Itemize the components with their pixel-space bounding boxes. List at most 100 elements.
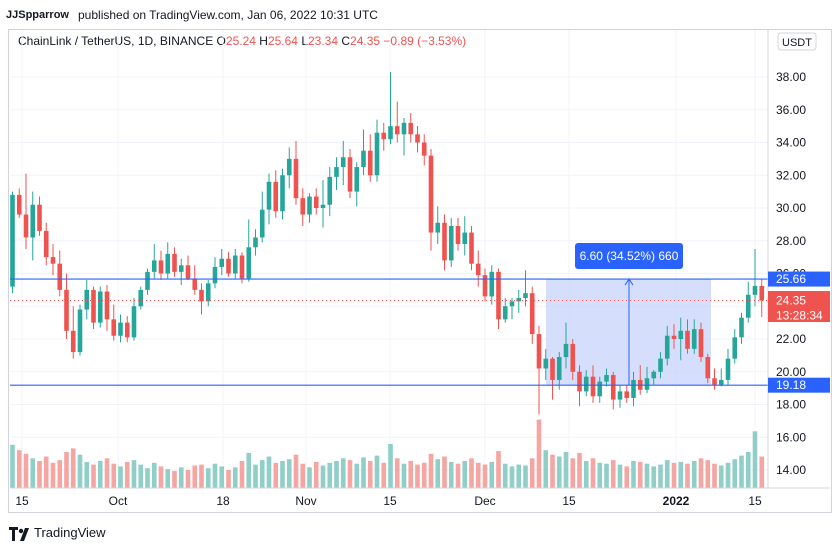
candle-body[interactable]: [124, 322, 130, 338]
candle-body[interactable]: [239, 255, 245, 279]
candle-body[interactable]: [145, 271, 150, 290]
candle-body[interactable]: [394, 126, 400, 135]
candle-body[interactable]: [691, 329, 697, 349]
candle-body[interactable]: [536, 334, 542, 369]
candle-body[interactable]: [327, 176, 333, 205]
candle-body[interactable]: [475, 263, 481, 276]
candle-body[interactable]: [70, 330, 76, 353]
candle-body[interactable]: [408, 122, 414, 135]
candle-body[interactable]: [745, 294, 751, 318]
candle-body[interactable]: [23, 214, 29, 238]
candle-body[interactable]: [698, 329, 704, 358]
candle-body[interactable]: [266, 181, 272, 210]
candle-body[interactable]: [435, 222, 441, 233]
candle-body[interactable]: [523, 293, 528, 299]
candle-body[interactable]: [158, 260, 164, 274]
candle-body[interactable]: [631, 379, 636, 398]
candle-body[interactable]: [340, 157, 346, 168]
candle-body[interactable]: [30, 204, 36, 238]
candle-body[interactable]: [172, 253, 177, 272]
candle-body[interactable]: [529, 293, 535, 335]
candle-body[interactable]: [104, 291, 110, 320]
candle-body[interactable]: [502, 306, 508, 320]
candle-body[interactable]: [718, 379, 724, 385]
candle-body[interactable]: [178, 265, 184, 272]
candle-body[interactable]: [496, 271, 501, 320]
candle-body[interactable]: [739, 317, 744, 338]
candle-body[interactable]: [658, 358, 663, 372]
candle-body[interactable]: [482, 275, 488, 297]
candle-body[interactable]: [563, 343, 569, 358]
candle-body[interactable]: [57, 263, 63, 290]
candle-body[interactable]: [347, 157, 353, 192]
candle-body[interactable]: [516, 298, 522, 302]
brand-name[interactable]: TradingView: [34, 525, 106, 540]
chart-frame[interactable]: [8, 29, 832, 513]
candle-body[interactable]: [550, 358, 555, 380]
candle-body[interactable]: [151, 260, 157, 272]
candle-body[interactable]: [725, 358, 731, 380]
candle-body[interactable]: [280, 175, 285, 212]
candle-body[interactable]: [138, 289, 144, 307]
candle-body[interactable]: [307, 196, 312, 215]
candle-body[interactable]: [300, 198, 306, 215]
candle-body[interactable]: [678, 330, 684, 339]
candle-body[interactable]: [455, 226, 461, 245]
candle-body[interactable]: [246, 247, 252, 279]
candle-body[interactable]: [253, 237, 258, 248]
candle-body[interactable]: [232, 255, 238, 274]
candle-body[interactable]: [712, 378, 717, 385]
candle-body[interactable]: [10, 194, 15, 287]
candle-body[interactable]: [624, 391, 630, 398]
candle-body[interactable]: [617, 391, 623, 400]
candle-body[interactable]: [752, 285, 758, 295]
candle-body[interactable]: [489, 271, 495, 297]
candle-body[interactable]: [509, 301, 515, 307]
candle-body[interactable]: [448, 226, 454, 261]
last-price-tag[interactable]: 24.35: [776, 294, 806, 308]
candle-body[interactable]: [131, 306, 137, 338]
candle-body[interactable]: [199, 289, 204, 302]
candle-body[interactable]: [226, 258, 231, 274]
candle-body[interactable]: [205, 283, 211, 302]
candle-body[interactable]: [212, 266, 218, 284]
candle-body[interactable]: [37, 204, 42, 231]
candle-body[interactable]: [583, 376, 589, 392]
candle-body[interactable]: [313, 196, 319, 208]
candle-body[interactable]: [293, 158, 299, 199]
currency-button[interactable]: [777, 32, 817, 51]
candle-body[interactable]: [334, 167, 339, 177]
candle-body[interactable]: [556, 357, 562, 380]
candle-body[interactable]: [428, 155, 434, 233]
candle-body[interactable]: [185, 265, 191, 279]
candle-body[interactable]: [77, 309, 83, 353]
candle-body[interactable]: [462, 232, 468, 245]
candle-body[interactable]: [597, 381, 603, 397]
candle-body[interactable]: [219, 258, 225, 267]
candle-body[interactable]: [84, 289, 90, 310]
candle-body[interactable]: [610, 375, 616, 400]
candle-body[interactable]: [543, 358, 549, 369]
candle-body[interactable]: [273, 181, 279, 212]
candle-body[interactable]: [97, 291, 103, 323]
candle-body[interactable]: [64, 289, 69, 331]
candle-body[interactable]: [286, 158, 292, 176]
candle-body[interactable]: [732, 337, 738, 359]
candle-body[interactable]: [320, 204, 326, 208]
candle-body[interactable]: [401, 122, 407, 135]
candle-body[interactable]: [705, 357, 711, 379]
candle-body[interactable]: [374, 132, 380, 176]
candle-body[interactable]: [664, 335, 670, 359]
candle-body[interactable]: [415, 134, 420, 143]
candle-body[interactable]: [604, 375, 609, 382]
candle-body[interactable]: [388, 126, 393, 140]
candle-body[interactable]: [469, 232, 474, 264]
candle-body[interactable]: [644, 378, 650, 390]
lower-level-tag[interactable]: 19.18: [776, 378, 806, 392]
candle-body[interactable]: [91, 289, 96, 323]
candle-body[interactable]: [759, 285, 765, 301]
candle-body[interactable]: [367, 150, 373, 176]
candle-body[interactable]: [118, 322, 123, 336]
candle-body[interactable]: [259, 209, 265, 238]
